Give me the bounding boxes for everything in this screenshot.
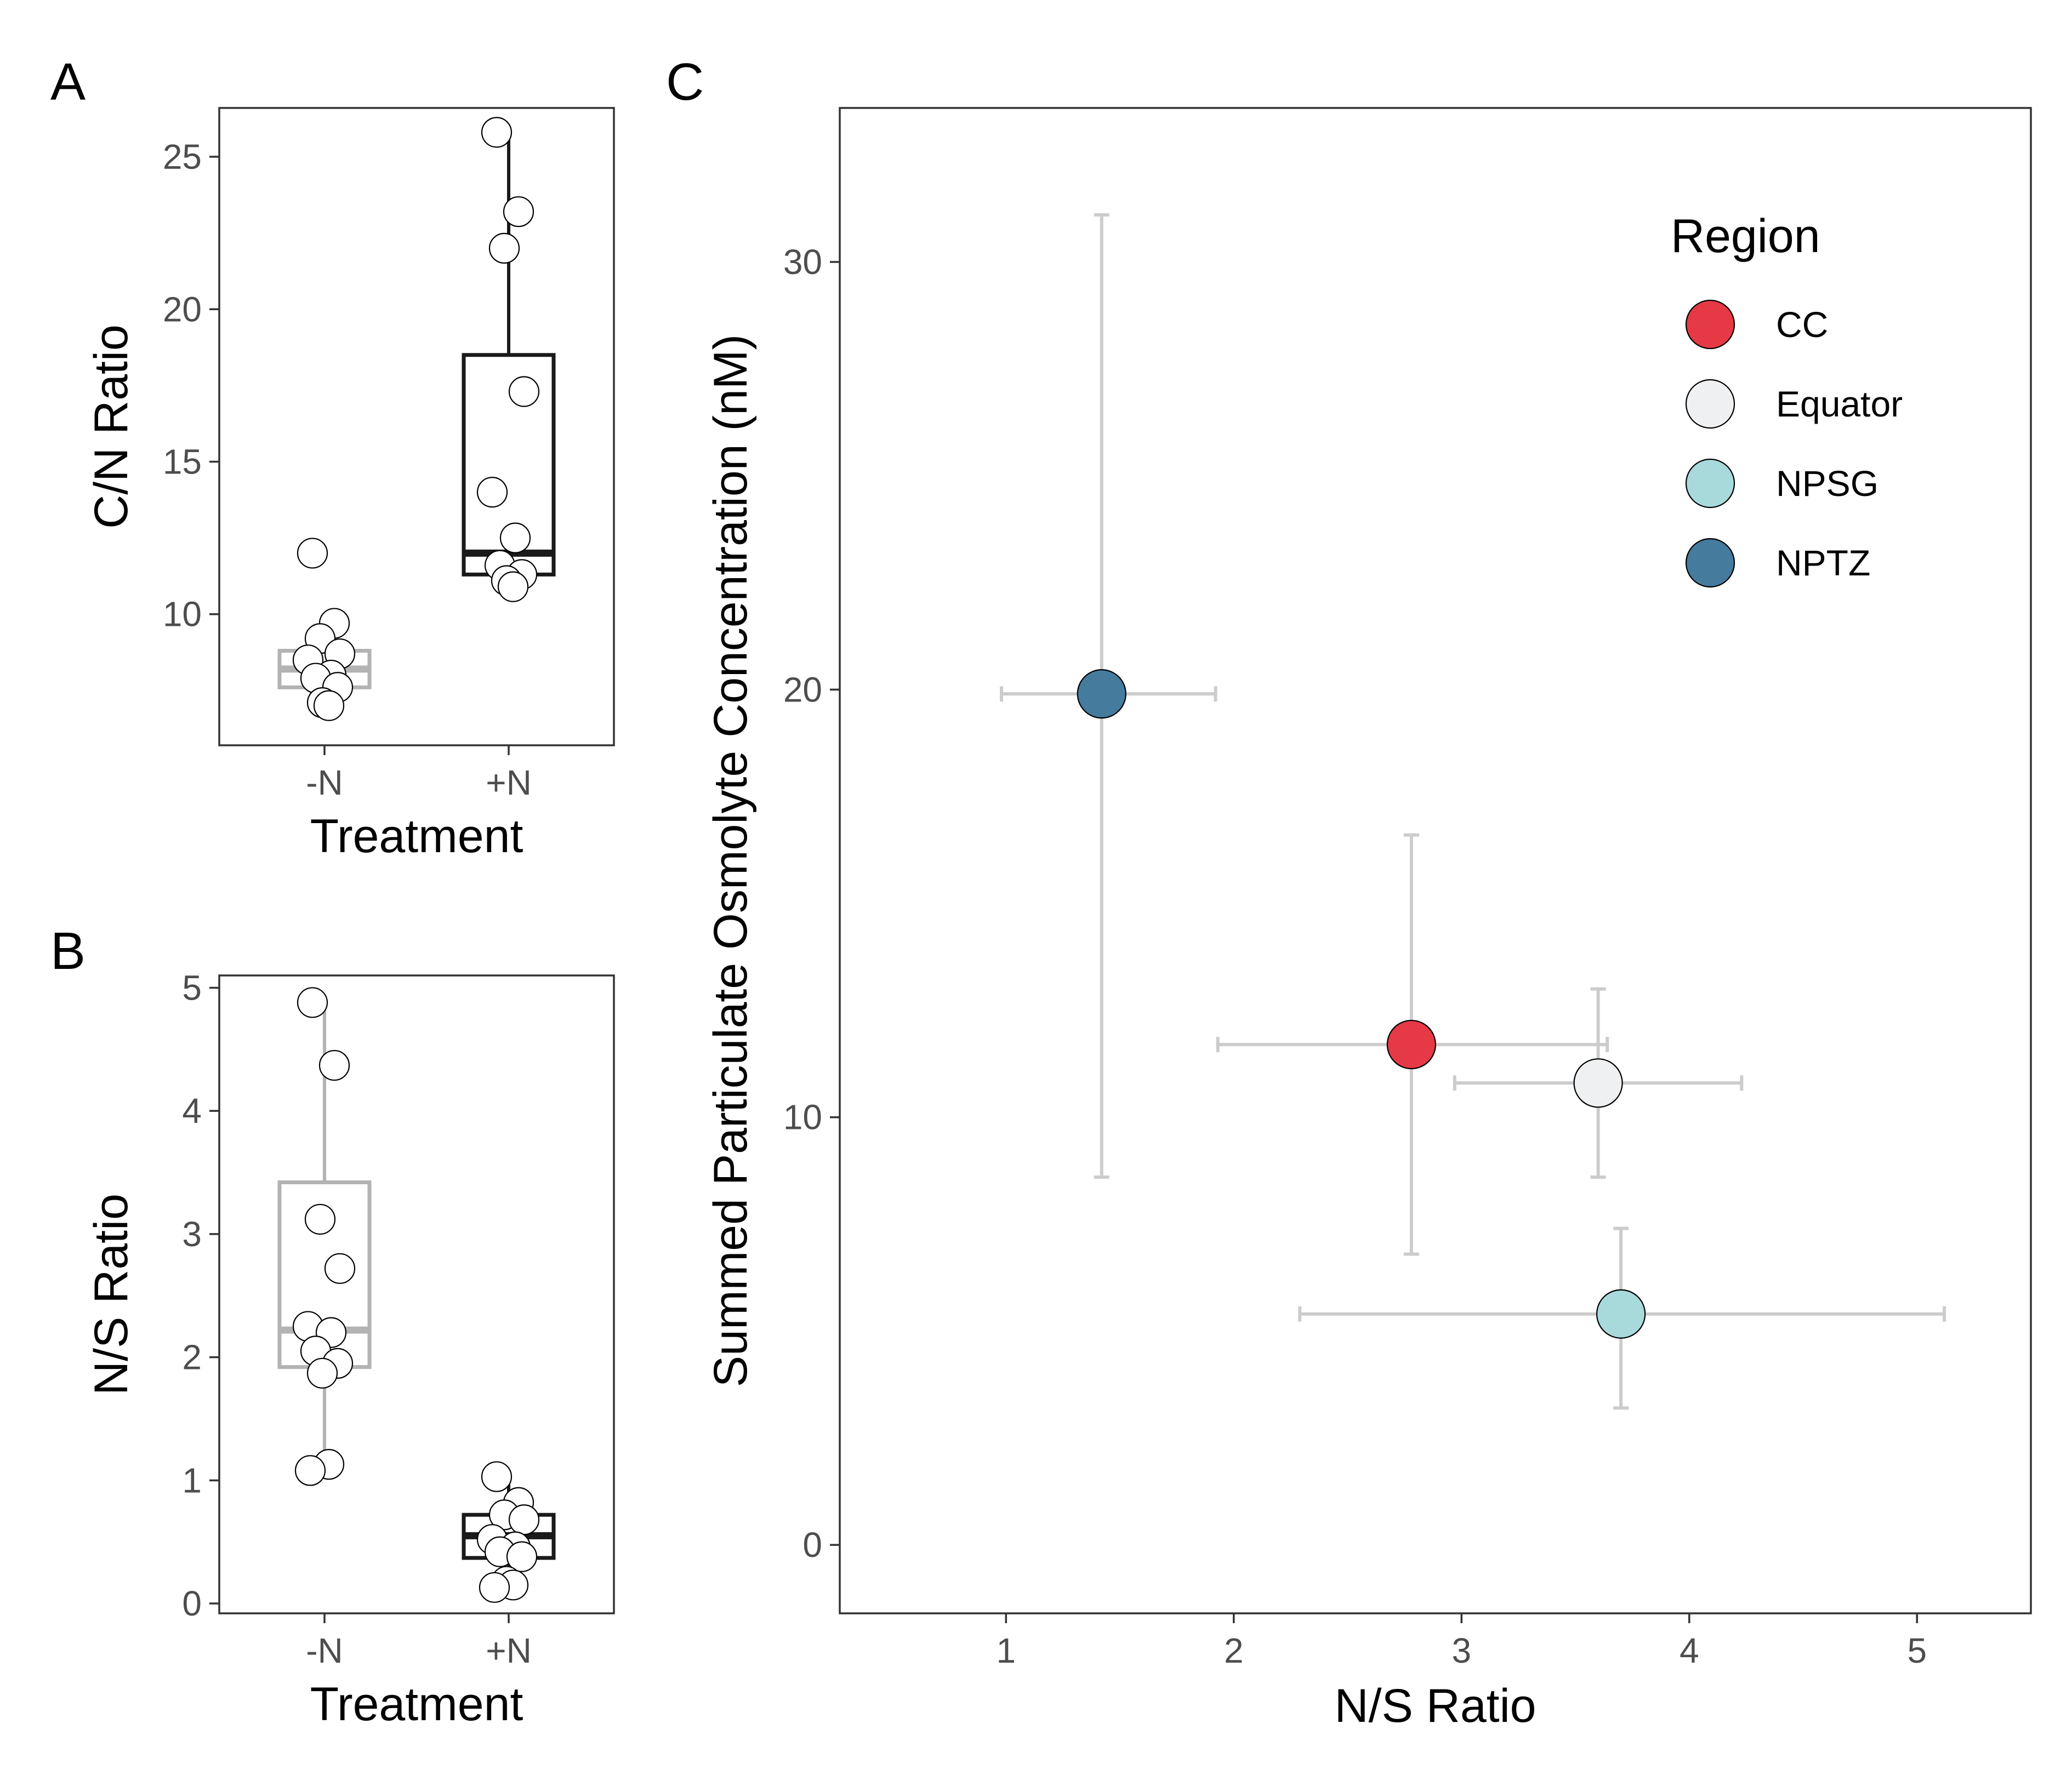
y-tick-label: 5: [182, 968, 202, 1007]
panel-label-b: B: [50, 922, 86, 980]
plot-frame: [218, 974, 615, 1614]
data-point: [499, 522, 531, 553]
point-equator: [1573, 1058, 1623, 1108]
panel-label-c: C: [666, 53, 704, 111]
legend-label-equator: Equator: [1776, 384, 1903, 424]
box-minus-n: [277, 987, 372, 1486]
legend-title: Region: [1671, 210, 1820, 262]
x-tick-label: -N: [306, 763, 343, 802]
y-tick-label: 1: [182, 1460, 202, 1500]
legend: Region CC Equator NPSG NPTZ: [1671, 210, 1903, 588]
box-minus-n: [277, 538, 372, 721]
x-axis-title: Treatment: [310, 810, 523, 863]
legend-key-cc: [1685, 299, 1735, 350]
data-point: [294, 1455, 326, 1486]
y-tick-label: 20: [783, 670, 822, 709]
x-axis-title: N/S Ratio: [1334, 1680, 1536, 1732]
data-point: [324, 1253, 356, 1284]
x-tick-label: 4: [1680, 1631, 1699, 1670]
data-point: [304, 1203, 336, 1235]
legend-label-nptz: NPTZ: [1776, 543, 1870, 583]
data-point: [481, 1461, 513, 1492]
point-cc: [1386, 1019, 1436, 1070]
legend-label-cc: CC: [1776, 304, 1828, 345]
data-point: [318, 1049, 350, 1081]
panel-c-osmolyte-scatter: 1 2 3 4 5 0 10 20 30 N/S Ratio Summed Particulate …: [704, 107, 2032, 1732]
box-plus-n: [462, 117, 556, 602]
data-point: [488, 232, 520, 264]
legend-label-npsg: NPSG: [1776, 463, 1879, 504]
y-axis-title: C/N Ratio: [85, 324, 138, 529]
legend-key-equator: [1685, 379, 1735, 429]
y-tick-label: 4: [182, 1091, 202, 1131]
x-tick-label: -N: [306, 1631, 343, 1670]
data-point: [506, 1541, 538, 1572]
x-tick-label: +N: [486, 1631, 532, 1670]
data-point: [497, 571, 529, 602]
x-tick-label: 5: [1907, 1631, 1927, 1670]
y-axis-title: Summed Particulate Osmolyte Concentratio…: [704, 334, 757, 1387]
data-point: [503, 196, 534, 227]
x-tick-label: 1: [997, 1631, 1016, 1670]
plot-frame: [218, 107, 615, 746]
y-tick-label: 0: [802, 1525, 822, 1565]
y-tick-label: 10: [783, 1098, 822, 1137]
y-tick-label: 20: [163, 289, 202, 329]
legend-key-nptz: [1685, 538, 1735, 588]
data-point: [313, 690, 345, 721]
data-point: [306, 1357, 338, 1389]
x-tick-label: 2: [1224, 1631, 1244, 1670]
y-tick-label: 10: [163, 595, 202, 634]
y-tick-label: 30: [783, 242, 822, 282]
panel-b-ns-ratio-boxplot: 0 1 2 3 4 5 -N +N Treatment N/S Ratio: [85, 968, 615, 1731]
data-point: [297, 987, 328, 1018]
data-point: [479, 1572, 510, 1603]
y-tick-label: 25: [163, 137, 202, 176]
point-nptz: [1077, 669, 1126, 719]
y-tick-label: 15: [163, 442, 202, 481]
y-tick-label: 2: [182, 1338, 202, 1377]
panel-a-cn-ratio-boxplot: 10 15 20 25 -N +N Treatment C/N Ratio: [85, 107, 615, 863]
box-plus-n: [462, 1461, 556, 1603]
data-point: [508, 376, 540, 407]
point-npsg: [1596, 1289, 1646, 1339]
y-axis-title: N/S Ratio: [85, 1194, 138, 1395]
panel-label-a: A: [50, 53, 86, 111]
x-axis-title: Treatment: [310, 1678, 523, 1731]
data-point: [476, 477, 508, 508]
data-point: [297, 538, 328, 569]
plot-frame: [839, 107, 2032, 1614]
data-point: [481, 117, 513, 148]
legend-key-npsg: [1685, 458, 1735, 509]
data-point: [508, 1504, 540, 1536]
x-tick-label: 3: [1451, 1631, 1471, 1670]
y-tick-label: 3: [182, 1214, 202, 1254]
y-tick-label: 0: [182, 1584, 202, 1623]
x-tick-label: +N: [486, 763, 532, 802]
